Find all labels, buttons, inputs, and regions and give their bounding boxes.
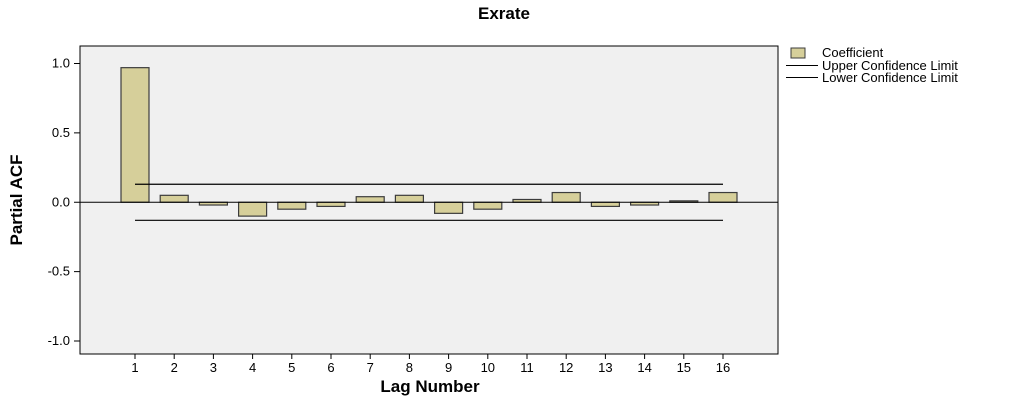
- x-tick-label: 16: [716, 360, 730, 375]
- x-tick-label: 8: [406, 360, 413, 375]
- bar-lag-4: [238, 201, 268, 217]
- confidence-limit-lines: [135, 183, 723, 221]
- x-tick-label: 9: [445, 360, 452, 375]
- bar-lag-7: [355, 196, 385, 203]
- y-tick-label: 1.0: [52, 56, 70, 71]
- legend: Coefficient Upper Confidence Limit Lower…: [786, 45, 958, 85]
- bar-lag-1: [120, 67, 150, 203]
- bar-lag-13: [590, 201, 621, 208]
- bar-lag-10: [473, 201, 503, 210]
- legend-coefficient-label: Coefficient: [822, 45, 884, 60]
- bar-lag-12: [551, 191, 581, 203]
- x-axis-ticks: 1 2 3 4 5 6 7 8 9 10 11 12 13 14 15 16: [131, 354, 730, 375]
- bar-lag-16: [708, 191, 738, 203]
- x-tick-label: 15: [677, 360, 691, 375]
- bar-lag-8: [394, 194, 424, 203]
- y-tick-label: 0.0: [52, 194, 70, 209]
- x-tick-label: 10: [481, 360, 495, 375]
- x-axis-label: Lag Number: [380, 377, 480, 396]
- legend-coefficient-swatch: [790, 47, 806, 59]
- x-tick-label: 14: [637, 360, 651, 375]
- y-tick-label: -0.5: [48, 264, 70, 279]
- x-tick-label: 12: [559, 360, 573, 375]
- x-tick-label: 7: [367, 360, 374, 375]
- plot-area: [79, 45, 779, 355]
- x-tick-label: 3: [210, 360, 217, 375]
- y-tick-label: -1.0: [48, 333, 70, 348]
- y-axis-label: Partial ACF: [7, 154, 26, 245]
- legend-lower-limit-label: Lower Confidence Limit: [822, 70, 958, 85]
- x-tick-label: 13: [598, 360, 612, 375]
- legend-upper-limit-label: Upper Confidence Limit: [822, 58, 958, 73]
- chart-title: Exrate: [478, 4, 530, 23]
- bar-lag-6: [316, 201, 346, 208]
- x-tick-label: 2: [171, 360, 178, 375]
- bar-lag-5: [277, 201, 307, 210]
- bar-lag-9: [434, 201, 464, 214]
- x-tick-label: 11: [520, 360, 534, 375]
- x-tick-label: 4: [249, 360, 256, 375]
- y-axis-ticks: 1.0 0.5 0.0 -0.5 -1.0: [48, 56, 80, 348]
- bar-lag-2: [159, 194, 189, 203]
- y-tick-label: 0.5: [52, 125, 70, 140]
- x-tick-label: 6: [327, 360, 334, 375]
- x-tick-label: 5: [288, 360, 295, 375]
- x-tick-label: 1: [131, 360, 138, 375]
